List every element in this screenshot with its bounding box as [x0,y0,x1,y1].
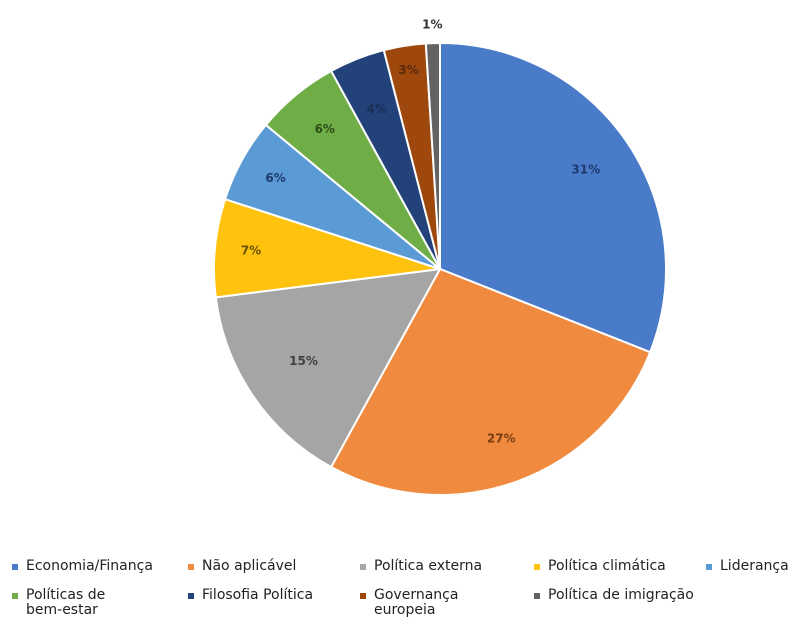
pie-slice-label-6: 6% [315,122,335,136]
legend-marker-icon [188,593,194,599]
legend-item-politicas-bem-estar: Políticas de bem-estar [12,588,105,618]
legend-item-nao-aplicavel: Não aplicável [188,559,296,574]
pie-slices [213,41,667,496]
legend-label: Governança europeia [374,587,459,618]
pie-slice-labels: 31% 27% 15% 7% 6% 6% 4% 3% 1% [241,18,600,446]
legend-item-economia-financa: Economia/Finança [12,559,153,574]
legend-label: Política externa [374,558,483,574]
legend-marker-icon [534,593,540,599]
legend-label: Política de imigração [548,587,694,603]
pie-chart: 31% 27% 15% 7% 6% 6% 4% 3% 1% [213,18,667,496]
legend-marker-icon [706,564,712,570]
pie-slice-label-3: 15% [289,354,318,368]
pie-slice-label-1: 31% [571,162,600,176]
pie-slice-label-9: 1% [422,18,442,32]
legend-label: Política climática [548,558,666,574]
legend-item-lideranca: Liderança [706,559,789,574]
legend-label: Filosofia Política [202,587,314,603]
legend-marker-icon [360,564,366,570]
pie-slice-3 [214,267,442,469]
chart-legend: Economia/Finança Não aplicável Política … [0,556,797,623]
legend-item-politica-externa: Política externa [360,559,482,574]
pie-slice-label-5: 6% [265,171,285,185]
pie-slice-9 [424,41,441,270]
legend-item-politica-climatica: Política climática [534,559,666,574]
legend-marker-icon [12,564,18,570]
legend-marker-icon [188,564,194,570]
legend-label: Economia/Finança [26,558,153,574]
pie-slice-label-2: 27% [487,432,516,446]
legend-item-governanca-europeia: Governança europeia [360,588,458,618]
legend-item-politica-imigracao: Política de imigração [534,588,694,603]
legend-marker-icon [534,564,540,570]
pie-slice-1 [439,41,667,354]
legend-label: Políticas de bem-estar [26,587,106,618]
pie-slice-label-7: 4% [367,102,387,116]
legend-label: Não aplicável [202,558,297,574]
legend-marker-icon [360,593,366,599]
legend-item-filosofia-politica: Filosofia Política [188,588,313,603]
pie-slice-2 [329,267,652,496]
pie-slice-label-8: 3% [398,63,418,77]
pie-slice-label-4: 7% [241,244,261,258]
legend-label: Liderança [720,558,789,574]
legend-marker-icon [12,593,18,599]
